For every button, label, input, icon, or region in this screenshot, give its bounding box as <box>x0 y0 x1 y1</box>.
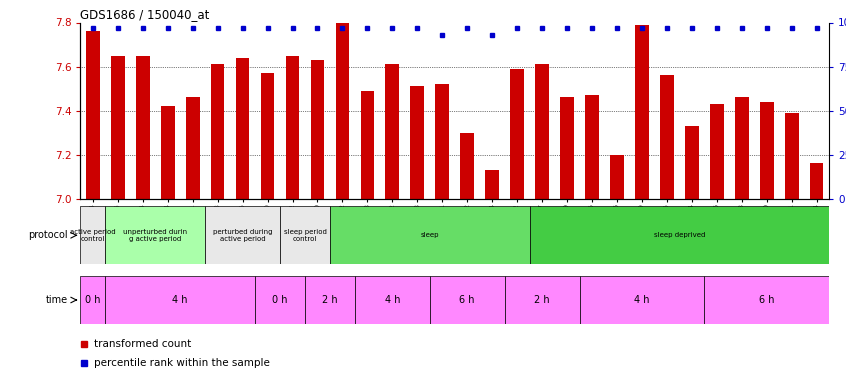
Text: sleep: sleep <box>420 232 439 238</box>
Bar <box>580 276 704 324</box>
Bar <box>710 104 723 199</box>
Text: unperturbed durin
g active period: unperturbed durin g active period <box>124 228 187 242</box>
Bar <box>410 86 424 199</box>
Bar <box>161 106 174 199</box>
Bar <box>530 206 829 264</box>
Bar <box>430 276 504 324</box>
Bar <box>236 58 250 199</box>
Bar <box>510 69 524 199</box>
Bar <box>685 126 699 199</box>
Bar <box>105 206 205 264</box>
Text: 6 h: 6 h <box>459 295 475 305</box>
Text: sleep period
control: sleep period control <box>283 228 327 242</box>
Bar <box>336 22 349 199</box>
Text: percentile rank within the sample: percentile rank within the sample <box>94 358 270 368</box>
Bar <box>660 75 673 199</box>
Bar <box>111 56 124 199</box>
Bar <box>735 98 749 199</box>
Text: transformed count: transformed count <box>94 339 191 349</box>
Bar <box>486 170 499 199</box>
Bar <box>386 64 399 199</box>
Text: 4 h: 4 h <box>634 295 650 305</box>
Bar <box>330 206 530 264</box>
Bar <box>305 276 354 324</box>
Bar <box>205 206 280 264</box>
Bar <box>354 276 430 324</box>
Bar <box>760 102 773 199</box>
Text: time: time <box>46 295 68 305</box>
Text: 2 h: 2 h <box>322 295 338 305</box>
Text: 4 h: 4 h <box>173 295 188 305</box>
Text: perturbed during
active period: perturbed during active period <box>213 228 272 242</box>
Bar <box>186 98 200 199</box>
Bar <box>810 164 823 199</box>
Text: sleep deprived: sleep deprived <box>654 232 705 238</box>
Bar <box>704 276 829 324</box>
Bar <box>310 60 324 199</box>
Bar <box>536 64 549 199</box>
Bar <box>360 91 374 199</box>
Bar <box>280 206 330 264</box>
Bar <box>560 98 574 199</box>
Text: protocol: protocol <box>28 230 68 240</box>
Bar <box>261 73 274 199</box>
Bar <box>436 84 449 199</box>
Bar <box>136 56 150 199</box>
Bar <box>86 32 100 199</box>
Bar <box>504 276 580 324</box>
Bar <box>286 56 299 199</box>
Text: 0 h: 0 h <box>272 295 288 305</box>
Bar <box>785 113 799 199</box>
Text: 6 h: 6 h <box>759 295 774 305</box>
Bar <box>610 154 624 199</box>
Text: 4 h: 4 h <box>385 295 400 305</box>
Bar <box>80 276 105 324</box>
Text: GDS1686 / 150040_at: GDS1686 / 150040_at <box>80 8 210 21</box>
Bar <box>211 64 224 199</box>
Bar <box>105 276 255 324</box>
Text: 0 h: 0 h <box>85 295 101 305</box>
Bar <box>585 95 599 199</box>
Bar <box>255 276 305 324</box>
Bar <box>635 25 649 199</box>
Text: active period
control: active period control <box>70 228 116 242</box>
Bar <box>80 206 105 264</box>
Bar <box>460 133 474 199</box>
Text: 2 h: 2 h <box>535 295 550 305</box>
